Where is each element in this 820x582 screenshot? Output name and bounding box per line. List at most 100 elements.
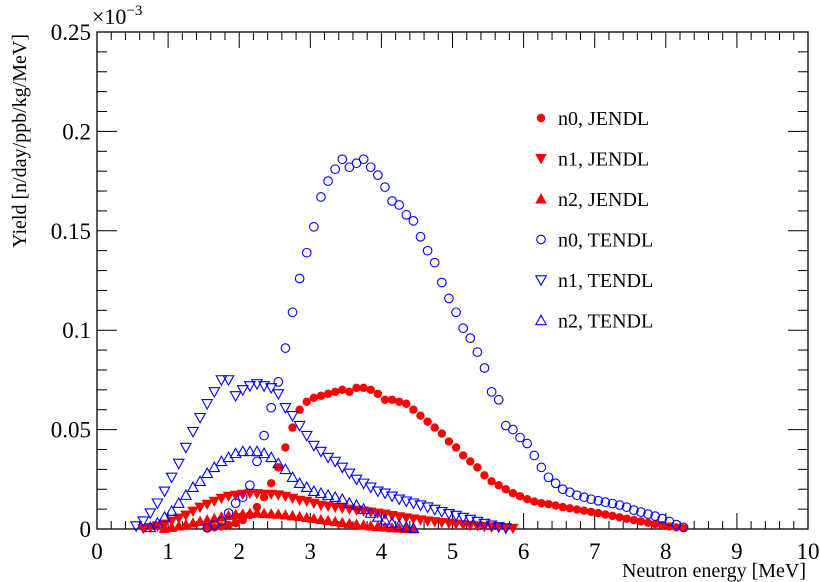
legend-marker: [535, 193, 547, 204]
data-point: [279, 403, 292, 415]
data-point: [351, 158, 362, 169]
data-point: [217, 522, 226, 531]
legend-marker: [534, 314, 548, 326]
data-point: [530, 497, 539, 506]
legend-marker: [535, 154, 547, 165]
data-point: [144, 508, 157, 520]
data-point: [650, 519, 660, 529]
data-point: [336, 492, 349, 504]
legend-label: n2, TENDL: [558, 311, 653, 333]
data-point: [266, 402, 277, 413]
data-point: [337, 154, 348, 165]
y-axis-title: Yield [n/day/ppb/kg/MeV]: [9, 34, 31, 248]
data-point: [173, 513, 185, 524]
data-point: [309, 221, 319, 232]
data-point: [480, 471, 489, 480]
data-point: [237, 492, 248, 503]
legend: n0, JENDL n1, JENDL n2, JENDL n0, TENDL n1, …: [534, 108, 653, 333]
data-point: [444, 293, 454, 304]
data-point: [294, 273, 305, 284]
series-4: [202, 154, 689, 533]
data-point: [451, 307, 461, 318]
x-tick-label: 4: [376, 539, 388, 564]
data-point: [407, 498, 420, 510]
legend-label: n0, TENDL: [558, 230, 653, 252]
data-point: [151, 498, 164, 510]
y-tick-label: 0.2: [62, 119, 91, 144]
data-point: [352, 383, 361, 393]
x-tick-label: 6: [518, 539, 530, 564]
data-point: [236, 385, 249, 397]
data-point: [679, 524, 688, 533]
data-point: [544, 499, 553, 509]
data-point: [203, 524, 212, 533]
data-point: [323, 389, 333, 399]
data-point: [230, 498, 241, 509]
data-point: [436, 277, 447, 288]
data-point: [428, 504, 441, 516]
data-point: [579, 506, 589, 515]
data-point: [293, 420, 306, 432]
data-point: [350, 498, 363, 510]
data-point: [229, 391, 242, 403]
data-point: [465, 333, 476, 344]
data-point: [329, 515, 341, 527]
data-point: [279, 509, 292, 520]
data-point: [500, 420, 511, 431]
data-point: [309, 393, 319, 402]
data-point: [471, 516, 484, 528]
data-point: [357, 519, 370, 530]
data-point: [393, 494, 406, 506]
data-point: [572, 490, 582, 501]
data-point: [222, 491, 235, 503]
data-point: [636, 517, 646, 526]
data-point: [252, 456, 262, 467]
data-point: [179, 488, 193, 500]
data-point: [257, 447, 271, 459]
data-point: [543, 472, 554, 483]
data-point: [158, 510, 171, 522]
data-point: [629, 515, 639, 525]
data-point: [209, 520, 220, 530]
data-point: [357, 502, 370, 514]
x-tick-label: 9: [731, 539, 743, 564]
data-point: [229, 447, 242, 459]
data-point: [572, 505, 582, 514]
data-point: [678, 522, 689, 533]
data-point: [329, 456, 342, 468]
data-point: [250, 445, 264, 457]
data-point: [215, 375, 228, 387]
data-point: [643, 518, 653, 528]
data-point: [672, 523, 681, 532]
data-point: [400, 496, 413, 508]
data-point: [343, 517, 356, 529]
data-point: [551, 501, 560, 510]
data-point: [215, 493, 228, 505]
x-tick-label: 0: [91, 539, 103, 564]
legend-item: n0, TENDL: [536, 230, 653, 252]
data-point: [373, 389, 383, 399]
data-point: [345, 387, 354, 397]
data-point: [265, 383, 278, 395]
data-point: [194, 502, 206, 513]
data-point: [515, 491, 525, 501]
data-point: [615, 513, 624, 522]
data-point: [243, 381, 256, 393]
data-point: [259, 430, 269, 441]
data-point: [665, 522, 674, 531]
data-point: [129, 521, 143, 533]
data-point: [579, 492, 589, 503]
data-point: [265, 508, 277, 519]
data-point: [371, 486, 384, 498]
legend-item: n2, JENDL: [535, 189, 649, 211]
data-point: [601, 510, 610, 519]
axis-ticks: [96, 31, 809, 530]
series-2: [137, 488, 519, 535]
series-1: [203, 383, 688, 533]
data-point: [272, 508, 285, 519]
data-point: [359, 383, 368, 393]
data-point: [172, 496, 185, 508]
data-point: [336, 462, 349, 474]
data-point: [137, 523, 149, 535]
data-point: [208, 496, 221, 507]
